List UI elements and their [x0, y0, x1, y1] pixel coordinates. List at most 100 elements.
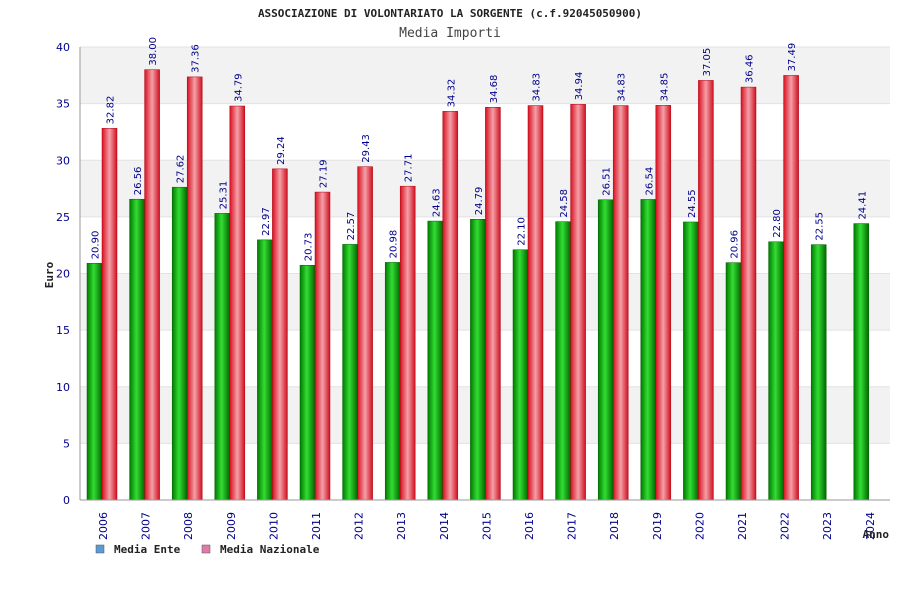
- chart-subtitle: Media Importi: [399, 26, 501, 41]
- bar-media-nazionale: [570, 104, 586, 501]
- data-label: 24.41: [857, 191, 868, 220]
- bar-media-ente: [725, 262, 742, 501]
- data-label: 27.62: [176, 155, 187, 184]
- data-label: 20.90: [91, 231, 102, 260]
- bar-media-ente: [299, 264, 316, 501]
- data-label: 34.79: [233, 73, 244, 102]
- x-tick-label: 2006: [97, 512, 110, 540]
- bar-media-ente: [129, 198, 145, 501]
- data-label: 34.32: [446, 79, 457, 108]
- bar-media-ente: [86, 263, 103, 501]
- bar-media-ente: [257, 239, 273, 501]
- legend-swatch: [201, 544, 211, 554]
- data-label: 22.80: [772, 209, 783, 238]
- legend-label: Media Ente: [114, 543, 181, 556]
- bar-media-ente: [640, 199, 657, 501]
- data-label: 24.79: [474, 187, 485, 216]
- y-tick-label: 5: [63, 437, 70, 450]
- y-tick-label: 0: [63, 494, 70, 507]
- x-tick-label: 2007: [140, 512, 153, 540]
- y-tick-label: 25: [56, 211, 70, 224]
- bar-media-nazionale: [698, 80, 714, 501]
- bar-media-nazionale: [357, 166, 373, 501]
- bar-media-ente: [810, 244, 827, 501]
- x-tick-label: 2021: [736, 512, 749, 540]
- legend-swatch: [95, 544, 105, 554]
- chart-title: ASSOCIAZIONE DI VOLONTARIATO LA SORGENTE…: [258, 7, 642, 20]
- x-tick-label: 2014: [438, 512, 451, 540]
- bar-media-nazionale: [314, 191, 331, 501]
- x-axis-label: Anno: [863, 528, 890, 541]
- x-tick-label: 2008: [182, 512, 195, 540]
- y-axis-label: Euro: [43, 261, 56, 288]
- data-label: 38.00: [148, 37, 159, 66]
- bar-media-nazionale: [612, 105, 629, 501]
- data-label: 26.56: [133, 167, 144, 196]
- bar-media-nazionale: [485, 106, 501, 501]
- x-tick-label: 2017: [566, 512, 579, 540]
- data-label: 34.83: [532, 73, 543, 102]
- x-tick-label: 2010: [267, 512, 280, 540]
- data-label: 26.51: [602, 167, 613, 196]
- bar-media-ente: [342, 244, 358, 501]
- bar-media-ente: [384, 262, 401, 501]
- data-label: 22.55: [815, 212, 826, 241]
- data-label: 20.96: [730, 230, 741, 259]
- data-label: 24.58: [559, 189, 570, 218]
- x-tick-label: 2012: [353, 512, 366, 540]
- legend-label: Media Nazionale: [220, 543, 320, 556]
- data-label: 26.54: [644, 167, 655, 196]
- data-label: 22.97: [261, 207, 272, 236]
- data-label: 20.98: [389, 230, 400, 259]
- bar-media-nazionale: [186, 76, 203, 501]
- bar-media-ente: [214, 213, 231, 501]
- data-label: 36.46: [745, 54, 756, 83]
- y-tick-label: 40: [56, 41, 70, 54]
- data-label: 37.49: [787, 43, 798, 72]
- bar-media-nazionale: [101, 128, 118, 501]
- x-tick-label: 2015: [480, 512, 493, 540]
- bar-media-ente: [683, 221, 699, 501]
- data-label: 34.68: [489, 75, 500, 104]
- legend: Media Ente Media Nazionale: [95, 543, 320, 556]
- bar-media-nazionale: [272, 168, 288, 501]
- bar-media-nazionale: [399, 185, 416, 501]
- data-label: 27.71: [404, 154, 415, 183]
- x-tick-label: 2016: [523, 512, 536, 540]
- bar-media-nazionale: [527, 105, 544, 501]
- x-tick-label: 2011: [310, 512, 323, 540]
- data-label: 37.36: [191, 44, 202, 73]
- y-tick-label: 15: [56, 324, 70, 337]
- data-label: 20.73: [304, 233, 315, 262]
- data-label: 22.57: [346, 212, 357, 241]
- bars-group: 20.90 32.82 26.56 38.00 27.62 37.36 25.31 34.79…: [86, 37, 870, 501]
- data-label: 34.83: [617, 73, 628, 102]
- bar-media-ente: [768, 241, 784, 501]
- data-label: 32.82: [106, 96, 117, 125]
- x-tick-label: 2009: [225, 512, 238, 540]
- data-label: 25.31: [218, 181, 229, 210]
- bar-media-nazionale: [144, 69, 160, 501]
- data-label: 37.05: [702, 48, 713, 77]
- bar-media-ente: [470, 219, 486, 501]
- y-tick-label: 30: [56, 154, 70, 167]
- y-tick-label: 10: [56, 381, 70, 394]
- x-tick-label: 2019: [651, 512, 664, 540]
- y-axis: 0 5 10 15 20 25 30 35 40: [56, 41, 81, 507]
- bar-media-nazionale: [783, 75, 799, 501]
- bar-media-ente: [427, 220, 444, 501]
- data-label: 24.55: [687, 189, 698, 218]
- data-label: 29.43: [361, 134, 372, 163]
- bar-media-ente: [171, 186, 188, 501]
- data-label: 29.24: [276, 136, 287, 165]
- data-label: 22.10: [517, 217, 528, 246]
- x-tick-label: 2013: [395, 512, 408, 540]
- y-tick-label: 35: [56, 98, 70, 111]
- data-label: 34.94: [574, 72, 585, 101]
- bar-media-nazionale: [740, 86, 757, 501]
- x-axis: 2006 2007 2008 2009 2010 2011 2012 2013 2014 2015…: [80, 499, 890, 540]
- bar-media-nazionale: [442, 111, 459, 501]
- x-tick-label: 2023: [821, 512, 834, 540]
- x-tick-label: 2018: [608, 512, 621, 540]
- bar-media-ente: [853, 223, 870, 501]
